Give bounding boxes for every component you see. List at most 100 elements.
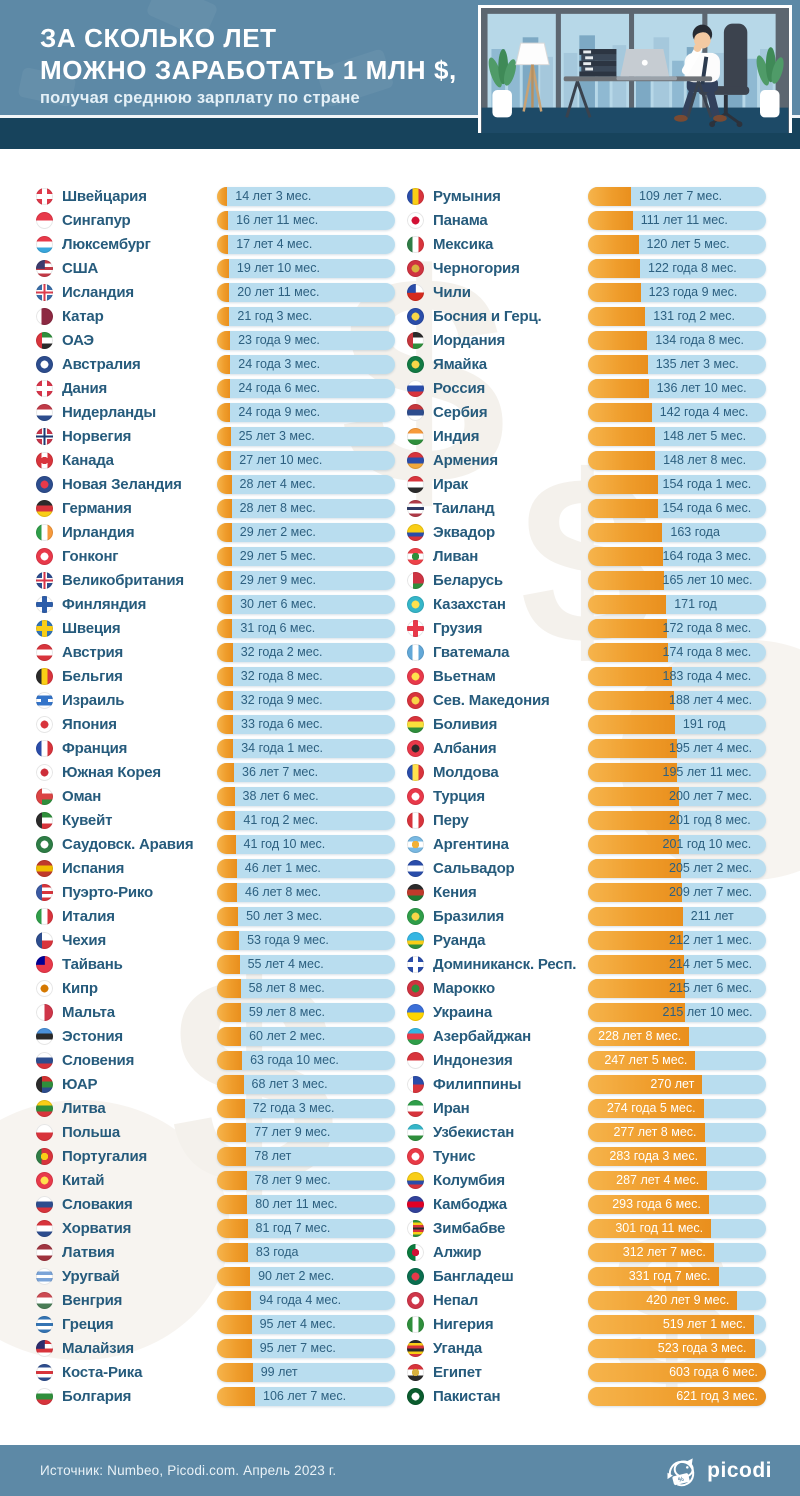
duration-bar: 111 лет 11 мес. [588, 210, 766, 230]
country-row: Молдова 195 лет 11 мес. [407, 760, 766, 784]
country-row: Чили 123 года 9 мес. [407, 280, 766, 304]
country-label: Новая Зеландия [62, 475, 182, 493]
duration-bar-fill [588, 834, 680, 854]
country-label: Казахстан [433, 595, 506, 613]
duration-bar: 215 лет 10 мес. [588, 1002, 766, 1022]
duration-bar: 165 лет 10 мес. [588, 570, 766, 590]
duration-bar: 95 лет 7 мес. [217, 1338, 395, 1358]
duration-bar-fill [588, 1074, 703, 1094]
country-flag-icon [407, 883, 424, 901]
country-flag-icon [407, 1027, 424, 1045]
duration-value: 215 лет 6 мес. [669, 981, 753, 995]
duration-bar: 201 год 10 мес. [588, 834, 766, 854]
duration-bar-fill [217, 1362, 253, 1382]
duration-bar: 331 год 7 мес. [588, 1266, 766, 1286]
country-flag-icon [407, 1147, 424, 1165]
duration-bar: 90 лет 2 мес. [217, 1266, 395, 1286]
duration-bar: 191 год [588, 714, 766, 734]
country-row: Гватемала 174 года 8 мес. [407, 640, 766, 664]
duration-value: 164 года 3 мес. [662, 549, 752, 563]
duration-bar: 120 лет 5 мес. [588, 234, 766, 254]
country-flag-icon [36, 451, 53, 469]
duration-value: 205 лет 2 мес. [669, 861, 753, 875]
duration-bar: 228 лет 8 мес. [588, 1026, 766, 1046]
duration-bar: 27 лет 10 мес. [217, 450, 395, 470]
duration-bar: 19 лет 10 мес. [217, 258, 395, 278]
country-flag-icon [407, 1243, 424, 1261]
country-flag-icon [407, 1171, 424, 1189]
country-row: Марокко 215 лет 6 мес. [407, 976, 766, 1000]
country-flag-icon [407, 1267, 424, 1285]
country-flag-icon [407, 1339, 424, 1357]
duration-bar: 135 лет 3 мес. [588, 354, 766, 374]
duration-bar-fill [588, 1194, 709, 1214]
country-flag-icon [36, 1363, 53, 1381]
duration-bar: 17 лет 4 мес. [217, 234, 395, 254]
duration-bar: 212 лет 1 мес. [588, 930, 766, 950]
duration-bar: 164 года 3 мес. [588, 546, 766, 566]
duration-value: 214 лет 5 мес. [669, 957, 753, 971]
duration-bar-fill [588, 210, 633, 230]
duration-value: 301 год 11 мес. [615, 1221, 704, 1235]
country-row: Индонезия 247 лет 5 мес. [407, 1048, 766, 1072]
country-label: Иран [433, 1099, 470, 1117]
country-flag-icon [36, 571, 53, 589]
duration-bar: 301 год 11 мес. [588, 1218, 766, 1238]
country-label: Ирак [433, 475, 468, 493]
country-flag-icon [36, 787, 53, 805]
duration-value: 331 год 7 мес. [628, 1269, 711, 1283]
duration-bar: 163 года [588, 522, 766, 542]
country-label: Марокко [433, 979, 495, 997]
country-label: Ямайка [433, 355, 487, 373]
country-label: Китай [62, 1171, 105, 1189]
duration-bar: 28 лет 4 мес. [217, 474, 395, 494]
country-row: Словакия 80 лет 11 мес. [36, 1192, 395, 1216]
country-row: Доминиканск. Респ. 214 лет 5 мес. [407, 952, 766, 976]
duration-bar-fill [217, 930, 240, 950]
duration-bar-fill [217, 810, 236, 830]
country-flag-icon [36, 475, 53, 493]
country-label: Камбоджа [433, 1195, 507, 1213]
country-flag-icon [407, 1195, 424, 1213]
country-flag-icon [36, 211, 53, 229]
country-flag-icon [36, 1339, 53, 1357]
country-label: ОАЭ [62, 331, 94, 349]
duration-value: 36 лет 7 мес. [242, 765, 319, 779]
country-label: Ливан [433, 547, 479, 565]
duration-bar-fill [588, 810, 680, 830]
duration-bar: 29 лет 5 мес. [217, 546, 395, 566]
duration-bar: 274 года 5 мес. [588, 1098, 766, 1118]
duration-value: 519 лет 1 мес. [662, 1317, 746, 1331]
country-label: Катар [62, 307, 104, 325]
duration-bar-fill [588, 618, 667, 638]
duration-value: 148 лет 8 мес. [663, 453, 747, 467]
country-flag-icon [36, 715, 53, 733]
country-row: Колумбия 287 лет 4 мес. [407, 1168, 766, 1192]
laptop [616, 49, 677, 81]
duration-bar-fill [588, 1362, 766, 1382]
duration-bar-fill [588, 978, 685, 998]
duration-bar-fill [217, 1242, 248, 1262]
duration-bar-fill [217, 1194, 248, 1214]
duration-value: 27 лет 10 мес. [239, 453, 323, 467]
country-row: Хорватия 81 год 7 мес. [36, 1216, 395, 1240]
duration-value: 109 лет 7 мес. [639, 189, 723, 203]
duration-value: 25 лет 3 мес. [238, 429, 315, 443]
duration-bar: 41 год 10 мес. [217, 834, 395, 854]
duration-bar: 80 лет 11 мес. [217, 1194, 395, 1214]
country-row: Боливия 191 год [407, 712, 766, 736]
duration-value: 72 года 3 мес. [252, 1101, 335, 1115]
country-row: Иран 274 года 5 мес. [407, 1096, 766, 1120]
duration-bar: 31 год 6 мес. [217, 618, 395, 638]
country-row: Франция 34 года 1 мес. [36, 736, 395, 760]
country-label: Нигерия [433, 1315, 494, 1333]
country-flag-icon [36, 235, 53, 253]
duration-bar: 171 год [588, 594, 766, 614]
country-flag-icon [407, 1363, 424, 1381]
country-label: Словения [62, 1051, 135, 1069]
duration-bar: 30 лет 6 мес. [217, 594, 395, 614]
country-row: Зимбабве 301 год 11 мес. [407, 1216, 766, 1240]
duration-bar-fill [217, 690, 233, 710]
duration-bar: 211 лет [588, 906, 766, 926]
country-column-left: Швейцария 14 лет 3 мес. Сингапур 16 лет 11 … [36, 184, 395, 1408]
